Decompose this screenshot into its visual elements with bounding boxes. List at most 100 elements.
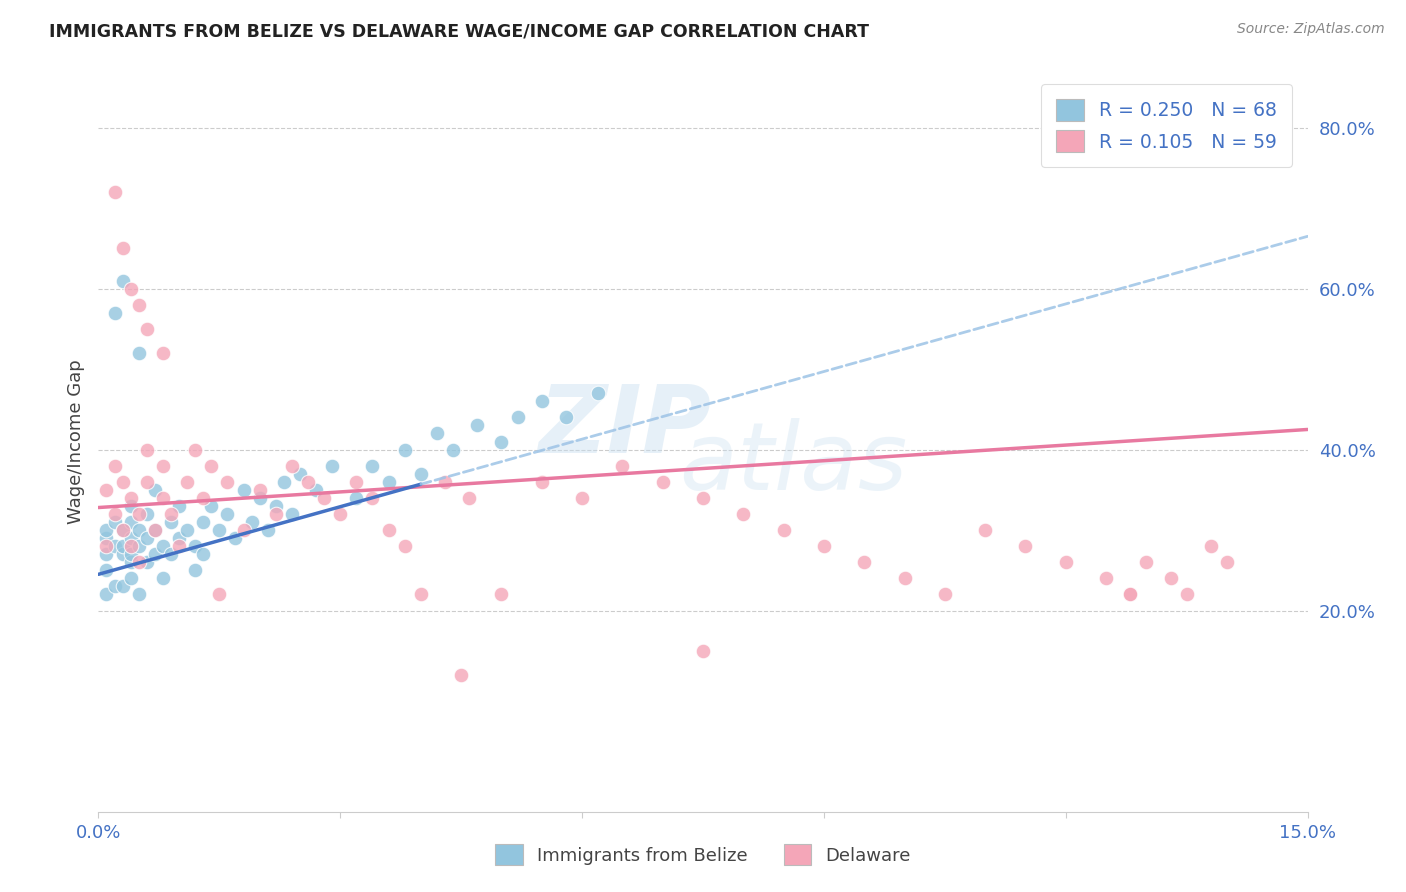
Point xyxy=(152,346,174,360)
Point xyxy=(273,475,295,489)
Point xyxy=(232,523,254,537)
Point xyxy=(249,491,271,505)
Point xyxy=(571,491,593,505)
Point xyxy=(120,282,142,296)
Point xyxy=(184,442,207,457)
Point xyxy=(135,531,157,545)
Point xyxy=(394,539,416,553)
Point xyxy=(394,442,416,457)
Point xyxy=(934,587,956,601)
Point xyxy=(152,458,174,473)
Point xyxy=(772,523,794,537)
Point xyxy=(458,491,481,505)
Point xyxy=(96,539,118,553)
Point xyxy=(152,539,174,553)
Point xyxy=(1119,587,1142,601)
Point xyxy=(377,523,399,537)
Point xyxy=(200,458,222,473)
Point xyxy=(128,523,150,537)
Point xyxy=(1135,555,1157,569)
Point xyxy=(111,475,134,489)
Point xyxy=(491,587,513,601)
Point xyxy=(128,539,150,553)
Point xyxy=(249,483,271,497)
Point xyxy=(240,515,263,529)
Point xyxy=(120,539,142,553)
Point xyxy=(441,442,464,457)
Point xyxy=(120,531,142,545)
Point xyxy=(1216,555,1239,569)
Point xyxy=(208,587,231,601)
Point xyxy=(103,507,125,521)
Point xyxy=(651,475,673,489)
Point xyxy=(160,515,183,529)
Point xyxy=(193,547,215,561)
Point xyxy=(586,386,609,401)
Point xyxy=(111,547,134,561)
Point xyxy=(120,491,142,505)
Point xyxy=(450,668,472,682)
Point xyxy=(128,298,150,312)
Point xyxy=(200,499,222,513)
Text: atlas: atlas xyxy=(679,418,908,509)
Point xyxy=(152,491,174,505)
Point xyxy=(184,539,207,553)
Point xyxy=(135,507,157,521)
Point xyxy=(111,274,134,288)
Point xyxy=(193,491,215,505)
Point xyxy=(96,523,118,537)
Point xyxy=(128,555,150,569)
Point xyxy=(329,507,352,521)
Point xyxy=(314,491,336,505)
Point xyxy=(409,467,432,481)
Text: Source: ZipAtlas.com: Source: ZipAtlas.com xyxy=(1237,22,1385,37)
Point xyxy=(103,579,125,593)
Point xyxy=(506,410,529,425)
Point xyxy=(256,523,278,537)
Point xyxy=(160,507,183,521)
Point xyxy=(120,515,142,529)
Text: ZIP: ZIP xyxy=(538,381,711,473)
Point xyxy=(103,306,125,320)
Point xyxy=(426,426,449,441)
Point xyxy=(692,644,714,658)
Point xyxy=(152,571,174,585)
Point xyxy=(974,523,997,537)
Point xyxy=(297,475,319,489)
Point xyxy=(232,483,254,497)
Text: IMMIGRANTS FROM BELIZE VS DELAWARE WAGE/INCOME GAP CORRELATION CHART: IMMIGRANTS FROM BELIZE VS DELAWARE WAGE/… xyxy=(49,22,869,40)
Point xyxy=(208,523,231,537)
Point xyxy=(135,442,157,457)
Point xyxy=(111,241,134,255)
Point xyxy=(135,322,157,336)
Point xyxy=(813,539,835,553)
Legend: R = 0.250   N = 68, R = 0.105   N = 59: R = 0.250 N = 68, R = 0.105 N = 59 xyxy=(1042,85,1292,167)
Point xyxy=(176,523,198,537)
Point xyxy=(409,587,432,601)
Point xyxy=(96,563,118,577)
Point xyxy=(217,507,239,521)
Point xyxy=(1119,587,1142,601)
Point xyxy=(692,491,714,505)
Point xyxy=(103,515,125,529)
Point xyxy=(305,483,328,497)
Point xyxy=(135,475,157,489)
Point xyxy=(135,555,157,569)
Point xyxy=(103,458,125,473)
Point xyxy=(96,587,118,601)
Point xyxy=(1175,587,1198,601)
Point xyxy=(128,507,150,521)
Point xyxy=(281,458,304,473)
Point xyxy=(176,475,198,489)
Point xyxy=(111,579,134,593)
Point xyxy=(143,483,166,497)
Point xyxy=(281,507,304,521)
Point xyxy=(264,507,287,521)
Point xyxy=(217,475,239,489)
Point xyxy=(1160,571,1182,585)
Point xyxy=(344,491,367,505)
Point xyxy=(377,475,399,489)
Point xyxy=(530,394,553,409)
Point xyxy=(167,499,190,513)
Point xyxy=(853,555,876,569)
